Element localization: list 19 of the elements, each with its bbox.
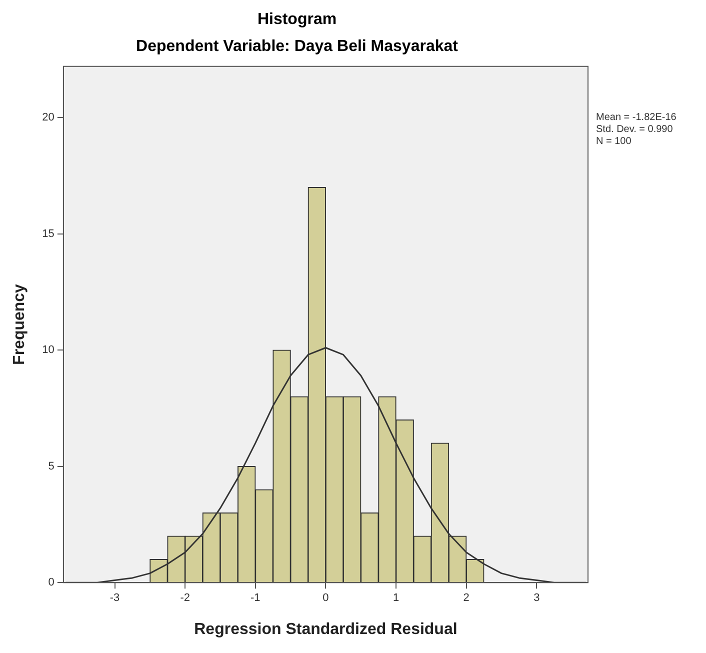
x-tick-label: 0 (322, 592, 329, 604)
x-tick-label: -3 (110, 592, 120, 604)
y-axis-title: Frequency (11, 284, 28, 365)
x-tick-label: -2 (180, 592, 190, 604)
y-tick-label: 0 (48, 576, 54, 589)
y-tick-label: 10 (42, 344, 54, 356)
text: Mean = -1.82E-16 (596, 112, 677, 124)
text: N = 100 (596, 136, 632, 148)
x-tick-label: 3 (534, 592, 540, 604)
chart-subtitle: Dependent Variable: Daya Beli Masyarakat (136, 38, 459, 56)
x-tick-label: 1 (392, 592, 400, 604)
text: Std. Dev. = 0.990 (596, 124, 674, 136)
chart-title: Histogram (257, 11, 337, 28)
x-axis-title: Regression Standardized Residual (194, 620, 458, 638)
x-tick-label: 2 (463, 592, 470, 604)
y-tick-label: 20 (42, 112, 54, 124)
x-tick-label: -1 (250, 592, 260, 604)
y-tick-label: 5 (48, 460, 54, 472)
y-tick-label: 15 (42, 228, 54, 240)
